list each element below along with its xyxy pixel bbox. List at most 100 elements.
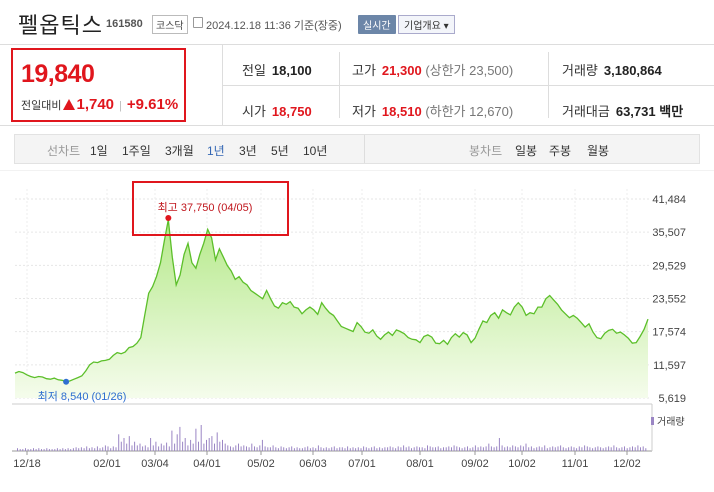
volume-bar <box>75 447 77 451</box>
volume-bar <box>227 445 229 451</box>
volume-bar <box>395 448 397 451</box>
divider <box>364 135 365 163</box>
volume-bar <box>355 448 357 451</box>
volume-bar <box>480 446 482 451</box>
tab-10y[interactable]: 10년 <box>303 144 328 158</box>
volume-bar <box>461 448 463 451</box>
volume-bar <box>304 447 306 451</box>
volume-bar <box>392 447 394 451</box>
volume-bar <box>632 446 633 451</box>
volume-bar <box>477 447 479 451</box>
volume-bar <box>43 449 45 451</box>
volume-bar <box>320 447 322 451</box>
tab-weekly[interactable]: 주봉 <box>549 144 572 158</box>
price-chart[interactable]: 41,484 35,507 29,529 23,552 17,574 11,597 5,61… <box>0 170 714 492</box>
volume-bar <box>405 447 407 451</box>
x-tick-label: 03/04 <box>141 458 169 470</box>
volume-bar <box>155 441 157 451</box>
stock-code: 161580 <box>106 18 143 30</box>
volume-bar <box>552 446 554 451</box>
volume-bar <box>264 446 266 451</box>
stat-high: 고가 21,300 (상한가 23,500) <box>352 60 513 79</box>
tab-3m[interactable]: 3개월 <box>165 144 194 158</box>
chart-period-tabs: 선차트 1일 1주일 3개월 1년 3년 5년 10년 봉차트 일봉 주봉 월봉 <box>14 134 700 164</box>
volume-bar <box>573 447 575 451</box>
volume-bar <box>118 434 120 451</box>
volume-bar <box>624 446 625 451</box>
volume-bar <box>144 445 146 451</box>
volume-bar <box>645 448 647 451</box>
max-highlight-box <box>132 181 289 236</box>
price-area-fill <box>15 219 648 398</box>
volume-bar <box>142 446 144 451</box>
volume-bar <box>344 448 346 451</box>
volume-bar <box>288 447 290 451</box>
volume-bar <box>541 447 543 451</box>
volume-bar <box>123 438 125 451</box>
volume-bar <box>506 446 508 451</box>
volume-bar <box>413 447 415 451</box>
volume-bar <box>19 449 21 451</box>
volume-bar <box>616 447 618 451</box>
tab-daily[interactable]: 일봉 <box>515 144 538 158</box>
current-price-box: 19,840 전일대비 1,740 | +9.61% <box>11 48 186 122</box>
volume-bar <box>166 442 168 451</box>
tab-1y[interactable]: 1년 <box>207 144 225 158</box>
volume-bar <box>432 447 434 451</box>
volume-bar <box>323 448 325 451</box>
volume-bar <box>331 447 333 451</box>
volume-bar <box>424 448 426 451</box>
tab-1w[interactable]: 1주일 <box>122 144 151 158</box>
volume-bar <box>397 446 399 451</box>
volume-bar <box>203 443 205 451</box>
volume-bar <box>349 448 351 451</box>
volume-bar <box>80 447 82 451</box>
stat-value: 3,180,864 <box>603 63 662 78</box>
x-tick-label: 12/18 <box>13 458 41 470</box>
volume-bar <box>91 447 93 451</box>
volume-bar <box>493 447 495 451</box>
tab-3y[interactable]: 3년 <box>239 144 257 158</box>
volume-bar <box>325 447 327 451</box>
volume-bar <box>120 441 122 451</box>
volume-bar <box>238 443 239 451</box>
stat-prev-close: 전일 18,100 <box>242 60 312 79</box>
volume-bar <box>62 448 64 451</box>
stat-value: 63,731 <box>615 104 656 119</box>
current-price: 19,840 <box>21 60 95 88</box>
volume-bar <box>219 441 221 451</box>
volume-bar <box>504 447 506 451</box>
volume-bar <box>376 448 378 451</box>
volume-bar <box>259 445 261 451</box>
volume-bar <box>613 445 615 451</box>
volume-bar <box>299 448 301 451</box>
company-overview-button[interactable]: 기업개요 ▾ <box>398 15 455 34</box>
x-tick-label: 07/01 <box>348 458 376 470</box>
volume-bar <box>525 443 527 451</box>
volume-bar <box>104 445 106 451</box>
timestamp: 2024.12.18 11:36 기준(장중) <box>206 20 342 32</box>
overview-label: 기업개요 <box>404 21 441 32</box>
volume-bar <box>134 441 136 451</box>
stat-value: 18,750 <box>271 104 312 119</box>
realtime-button[interactable]: 실시간 <box>358 15 396 34</box>
volume-bar <box>246 446 247 451</box>
volume-bar <box>211 436 213 451</box>
volume-bar <box>277 448 279 451</box>
volume-bar <box>584 445 586 451</box>
volume-bar <box>88 448 90 451</box>
volume-bar <box>456 446 458 451</box>
volume-bar <box>256 447 258 451</box>
tab-1d[interactable]: 1일 <box>90 144 108 158</box>
volume-bar <box>190 439 192 451</box>
volume-bar <box>637 445 639 451</box>
y-tick-label: 5,619 <box>658 393 686 405</box>
tab-5y[interactable]: 5년 <box>271 144 289 158</box>
volume-bar <box>176 434 178 451</box>
tab-monthly[interactable]: 월봉 <box>587 144 610 158</box>
volume-bar <box>469 448 471 451</box>
volume-bar <box>445 447 447 451</box>
y-tick-label: 41,484 <box>652 194 686 206</box>
volume-bar <box>192 443 194 451</box>
volume-bar <box>174 443 176 451</box>
